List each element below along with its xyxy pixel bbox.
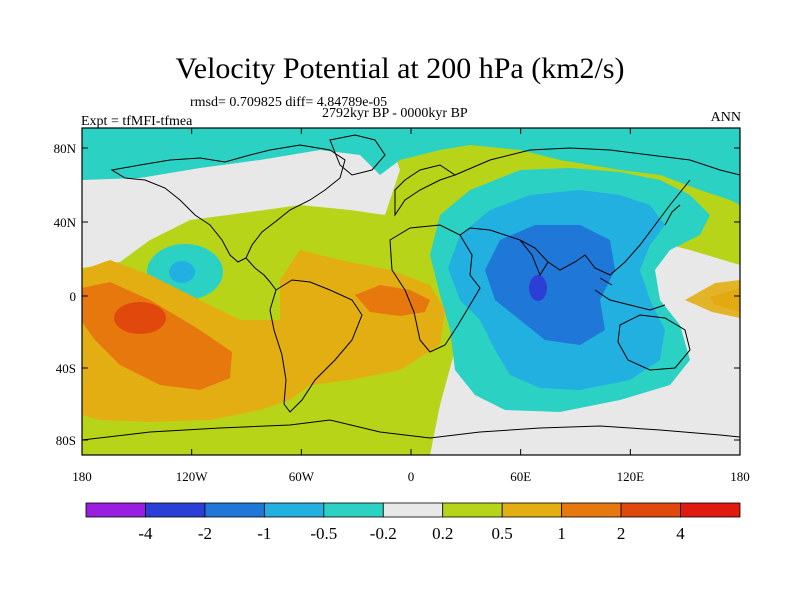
map-title: Velocity Potential at 200 hPa (km2/s) (175, 52, 625, 85)
lon-axis: 180 120W 60W 0 60E 120E 180 (72, 128, 750, 484)
lon-tick-label: 180 (730, 469, 750, 484)
period-label: 2792kyr BP - 0000kyr BP (322, 106, 468, 121)
colorbar-swatch (263, 502, 325, 518)
coast-south-america (269, 279, 363, 413)
field-neg1 (485, 225, 615, 345)
lon-tick-label: 180 (72, 469, 92, 484)
colorbar-swatch (442, 502, 503, 518)
coast-japan (664, 204, 681, 226)
colorbar-label: 2 (617, 524, 626, 543)
colorbar-label: 0.2 (432, 524, 453, 543)
lon-tick-label: 60E (510, 469, 531, 484)
field-neg2 (529, 275, 547, 301)
colorbar-label: -0.5 (310, 524, 337, 543)
contour-fill (82, 128, 740, 455)
field-pos2-pacific (114, 302, 166, 334)
coast-australia (617, 314, 691, 371)
colorbar-label: 0.5 (492, 524, 513, 543)
colorbar: -4 -2 -1 -0.5 -0.2 0.2 0.5 1 2 4 (85, 502, 741, 543)
lon-tick-label: 120W (176, 469, 209, 484)
colorbar-label: -4 (138, 524, 153, 543)
coast-greenland (329, 134, 386, 176)
experiment-label: Expt = tfMFI-tfmea (81, 114, 193, 129)
colorbar-label: 4 (676, 524, 685, 543)
colorbar-swatch (680, 502, 741, 518)
colorbar-swatch (323, 502, 384, 518)
season-label: ANN (710, 110, 741, 125)
colorbar-swatch (501, 502, 563, 518)
field-neg02-north (82, 128, 740, 205)
coast-africa (389, 224, 481, 353)
lat-axis: 80N 40N 0 40S 80S (54, 141, 740, 448)
field-pos1-atlantic (355, 285, 430, 316)
lat-tick-label: 80S (56, 433, 76, 448)
coast-central-america (245, 257, 277, 291)
coast-india (519, 239, 549, 277)
lon-tick-label: 60W (289, 469, 315, 484)
lat-tick-label: 40N (54, 215, 77, 230)
colorbar-swatch (204, 502, 265, 518)
colorbar-label: -0.2 (370, 524, 397, 543)
colorbar-swatch (145, 502, 206, 518)
coastlines (82, 134, 740, 441)
lat-tick-label: 0 (70, 289, 77, 304)
coast-europe (394, 164, 457, 217)
colorbar-label: 1 (557, 524, 566, 543)
field-pos05-dateline (685, 280, 740, 318)
field-neg05-pacific (169, 261, 195, 283)
lon-tick-label: 0 (408, 469, 415, 484)
coast-asia (454, 147, 740, 276)
lon-tick-label: 120E (617, 469, 645, 484)
lat-tick-label: 40S (56, 361, 76, 376)
coast-indonesia (594, 277, 666, 311)
colorbar-swatch (561, 502, 622, 518)
colorbar-label: -2 (198, 524, 212, 543)
coast-north-america (110, 144, 346, 263)
colorbar-swatch (85, 502, 146, 518)
colorbar-label: -1 (257, 524, 271, 543)
stats-label: rmsd= 0.709825 diff= 4.84789e-05 (190, 95, 388, 110)
lat-tick-label: 80N (54, 141, 77, 156)
coast-antarctica (82, 419, 740, 441)
colorbar-swatch (382, 502, 444, 518)
colorbar-swatch (620, 502, 681, 518)
